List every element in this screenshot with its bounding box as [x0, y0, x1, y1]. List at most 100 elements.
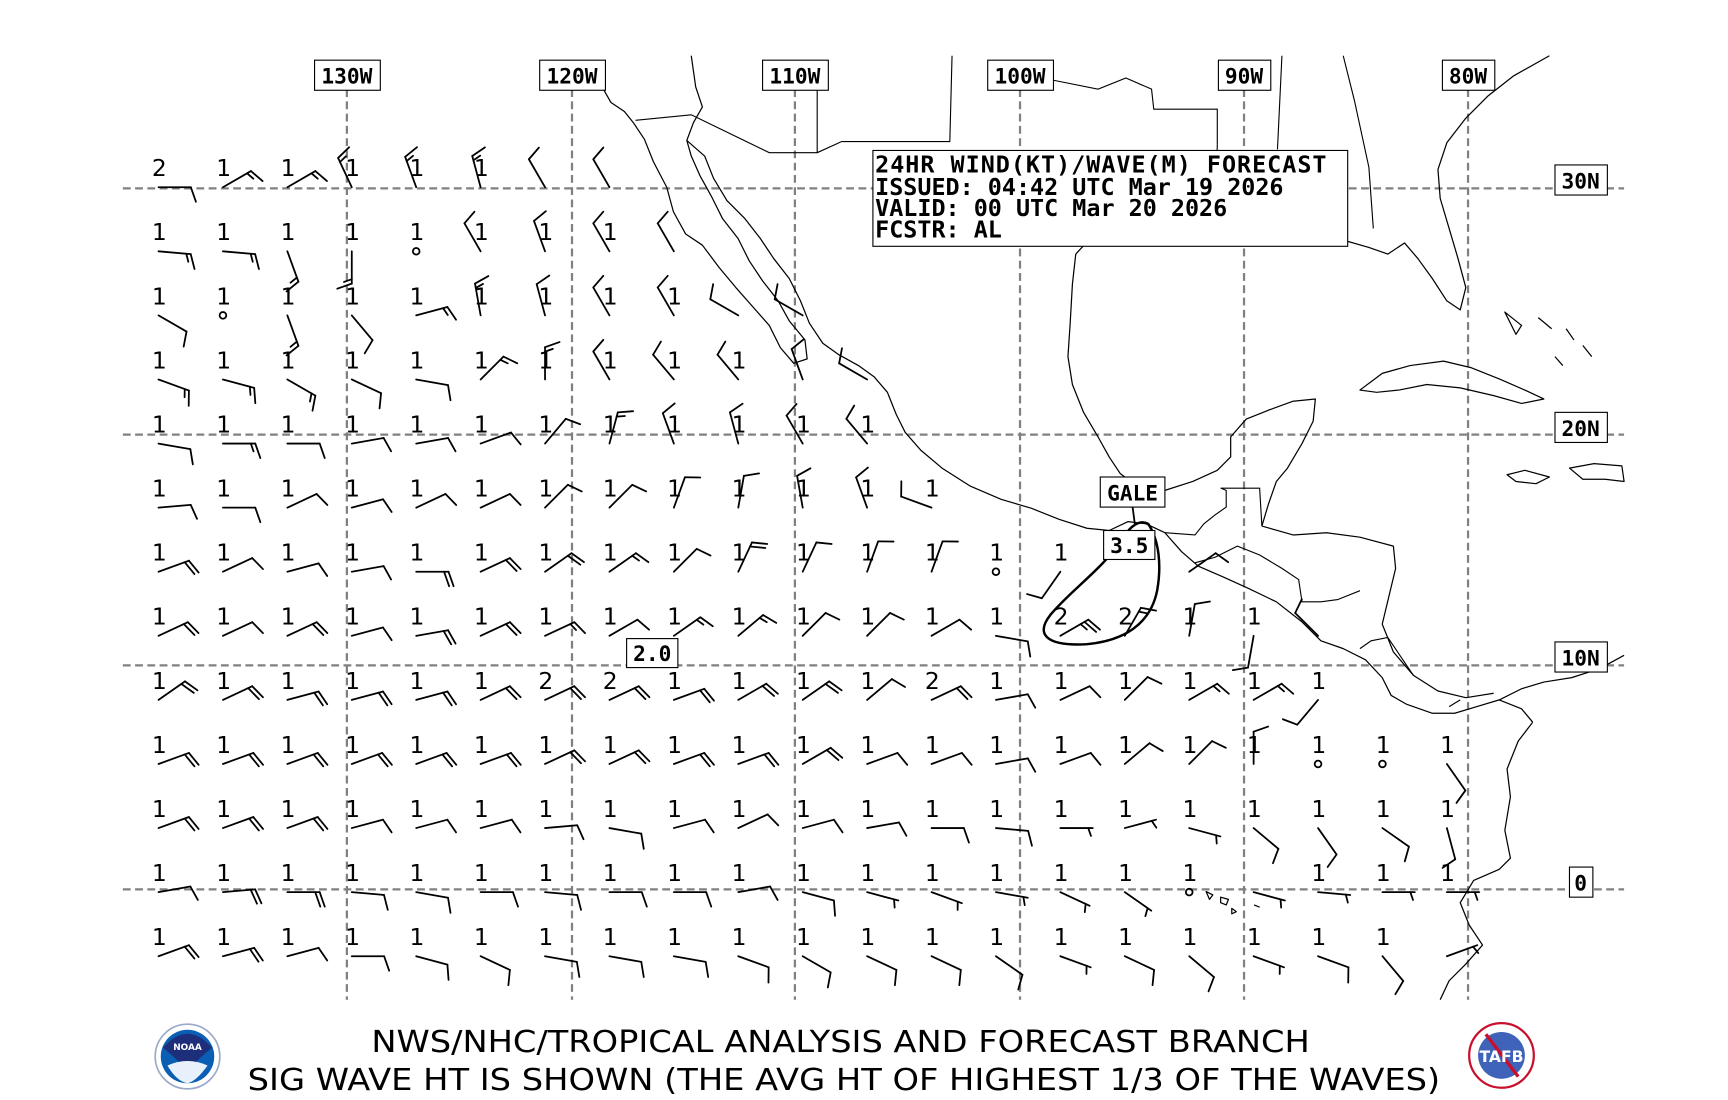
wind-barb-staff [350, 498, 384, 509]
wind-barb-staff [930, 955, 962, 971]
wind-barb-full [447, 384, 452, 402]
wind-barb-half [249, 252, 254, 263]
wave-height-value: 1 [989, 859, 1004, 887]
station-plot: 1 [216, 410, 262, 459]
baja-california-coast [601, 55, 808, 364]
wind-barb-full [183, 945, 196, 960]
wave-height-value: 1 [667, 539, 682, 567]
wave-max-annotation: 2.0 [626, 638, 679, 669]
station-plot: 1 [1311, 859, 1352, 904]
wind-barb-full [315, 493, 329, 506]
station-plot: 1 [925, 603, 973, 637]
wind-barb-full [890, 678, 906, 688]
wind-barb-half [1212, 685, 1221, 693]
wind-barb-staff [656, 286, 675, 317]
station-plot: 1 [345, 667, 393, 707]
gale-wave-value: 3.5 [1110, 533, 1148, 558]
wind-barb-staff [157, 885, 192, 894]
wind-barb-full [824, 683, 839, 694]
wave-height-value: 1 [216, 218, 231, 246]
wave-height-value: 1 [152, 923, 167, 951]
wave-height-value: 1 [345, 282, 360, 310]
wind-barb-staff [801, 746, 832, 765]
lon-label-box [539, 59, 606, 91]
wind-barb-staff [222, 557, 254, 573]
station-plot: 1 [603, 475, 648, 509]
station-plot: 1 [538, 923, 581, 978]
station-plot: 1 [281, 923, 329, 962]
galapagos-islands [1205, 890, 1260, 915]
station-plot: 1 [1118, 923, 1155, 987]
footer: NOAA NWS/NHC/TROPICAL ANALYSIS AND FOREC… [154, 1021, 1535, 1098]
wind-barb-full [765, 682, 779, 695]
wind-barb-full [447, 570, 455, 588]
wind-barb-staff [222, 946, 256, 958]
wind-barb-full [446, 690, 457, 706]
wind-barb-staff [544, 483, 569, 509]
wind-barb-staff [995, 955, 1024, 976]
station-plot: 1 [345, 410, 393, 453]
wave-height-value: 1 [667, 667, 682, 695]
station-plot: 1 [1183, 859, 1197, 897]
wave-height-value: 1 [152, 410, 167, 438]
wind-barb-half [1137, 610, 1148, 615]
wind-barb-full [592, 338, 605, 353]
wind-barb-staff [350, 314, 374, 342]
wind-barb-half [185, 252, 190, 263]
wind-barb-full [1026, 640, 1032, 658]
wave-height-value: 1 [216, 410, 231, 438]
wind-barb-full [285, 280, 300, 293]
wave-height-value: 1 [603, 475, 618, 503]
wind-barb-full [441, 753, 453, 768]
wind-barb-half [893, 898, 896, 909]
wave-height-value: 1 [538, 218, 553, 246]
wave-height-value: 1 [216, 475, 231, 503]
wind-barb-full [382, 690, 393, 706]
wave-height-value: 1 [538, 859, 553, 887]
wave-height-value: 1 [345, 539, 360, 567]
wind-barb-staff [1188, 552, 1217, 573]
wave-height-value: 1 [410, 346, 425, 374]
header-issued: ISSUED: 04:42 UTC Mar 19 2026 [875, 173, 1283, 201]
lon-label-100w: 100W [995, 64, 1046, 89]
calm-wind-circle [1378, 759, 1387, 769]
station-plot: 1 [729, 402, 746, 445]
wind-barb-full [573, 685, 586, 699]
station-plot: 1 [667, 731, 715, 768]
wind-barb-full [1148, 742, 1164, 752]
wind-barb-staff [1059, 685, 1091, 701]
station-plot: 1 [1247, 725, 1270, 765]
wind-barb-full [1026, 593, 1043, 600]
wind-barb-staff [350, 690, 384, 701]
wind-barb-full [316, 752, 329, 766]
station-plot: 1 [463, 210, 489, 253]
wind-barb-half [289, 276, 298, 284]
wind-barb-full [504, 559, 518, 572]
wind-barb-staff [350, 565, 385, 573]
station-plot [838, 347, 869, 381]
wave-height-value: 1 [989, 731, 1004, 759]
wind-barb-full [252, 752, 264, 766]
wind-barb-staff [930, 540, 944, 573]
wind-barb-staff [729, 411, 740, 445]
wind-barb-full [751, 541, 769, 545]
wave-height-value: 1 [667, 282, 682, 310]
wave-height-value: 1 [860, 923, 875, 951]
wind-barb-half [615, 415, 626, 418]
wind-barb-staff [1252, 827, 1280, 850]
wind-barb-full [1214, 552, 1230, 564]
station-plot: 1 [732, 539, 769, 573]
lon-label-box [762, 59, 829, 91]
wave-height-value: 1 [1376, 923, 1391, 951]
wind-barb-full [182, 623, 196, 636]
lon-label-box [987, 59, 1055, 91]
wind-barb-staff [286, 946, 320, 958]
station-plot: 1 [281, 859, 326, 908]
wave-height-value: 1 [1247, 603, 1262, 631]
wave-height-value: 1 [1440, 859, 1455, 887]
wind-barb-staff [350, 378, 382, 395]
station-plot: 1 [345, 795, 393, 834]
station-plot: 1 [1054, 923, 1092, 975]
wave-height-value: 1 [345, 410, 360, 438]
station-plot: 1 [603, 859, 648, 908]
